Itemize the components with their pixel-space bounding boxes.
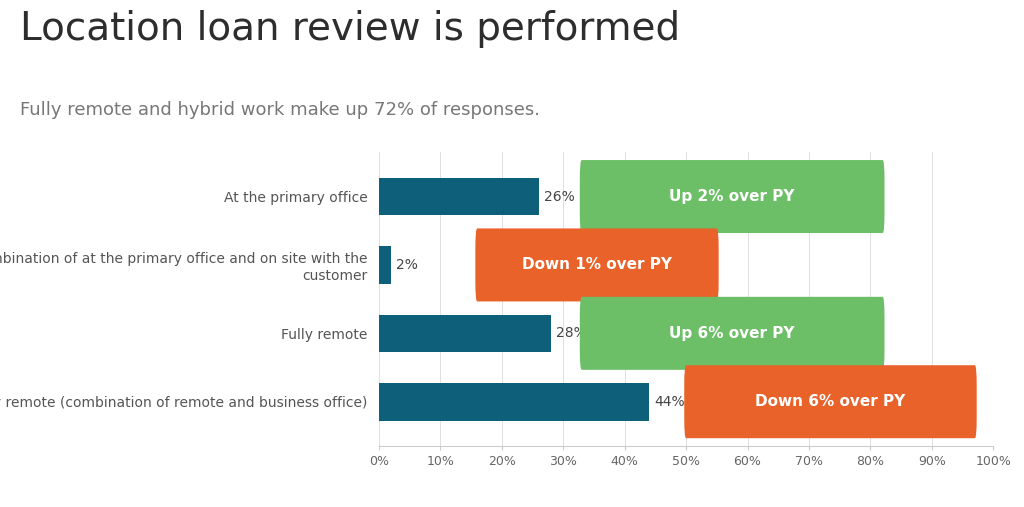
Text: 28%: 28% xyxy=(556,327,587,340)
FancyBboxPatch shape xyxy=(684,365,977,438)
Text: Down 1% over PY: Down 1% over PY xyxy=(522,258,672,272)
FancyBboxPatch shape xyxy=(475,229,719,302)
Text: Down 6% over PY: Down 6% over PY xyxy=(756,394,905,409)
FancyBboxPatch shape xyxy=(580,297,885,370)
Text: Up 6% over PY: Up 6% over PY xyxy=(670,326,795,341)
Text: Up 2% over PY: Up 2% over PY xyxy=(670,189,795,204)
Bar xyxy=(379,314,551,352)
Text: 44%: 44% xyxy=(654,395,685,409)
Bar xyxy=(379,178,539,215)
Text: 26%: 26% xyxy=(544,190,574,203)
Bar xyxy=(379,383,649,420)
Text: Location loan review is performed: Location loan review is performed xyxy=(20,10,681,48)
Text: 2%: 2% xyxy=(396,258,418,272)
Text: Fully remote and hybrid work make up 72% of responses.: Fully remote and hybrid work make up 72%… xyxy=(20,101,541,120)
FancyBboxPatch shape xyxy=(580,160,885,233)
Bar xyxy=(379,246,391,284)
